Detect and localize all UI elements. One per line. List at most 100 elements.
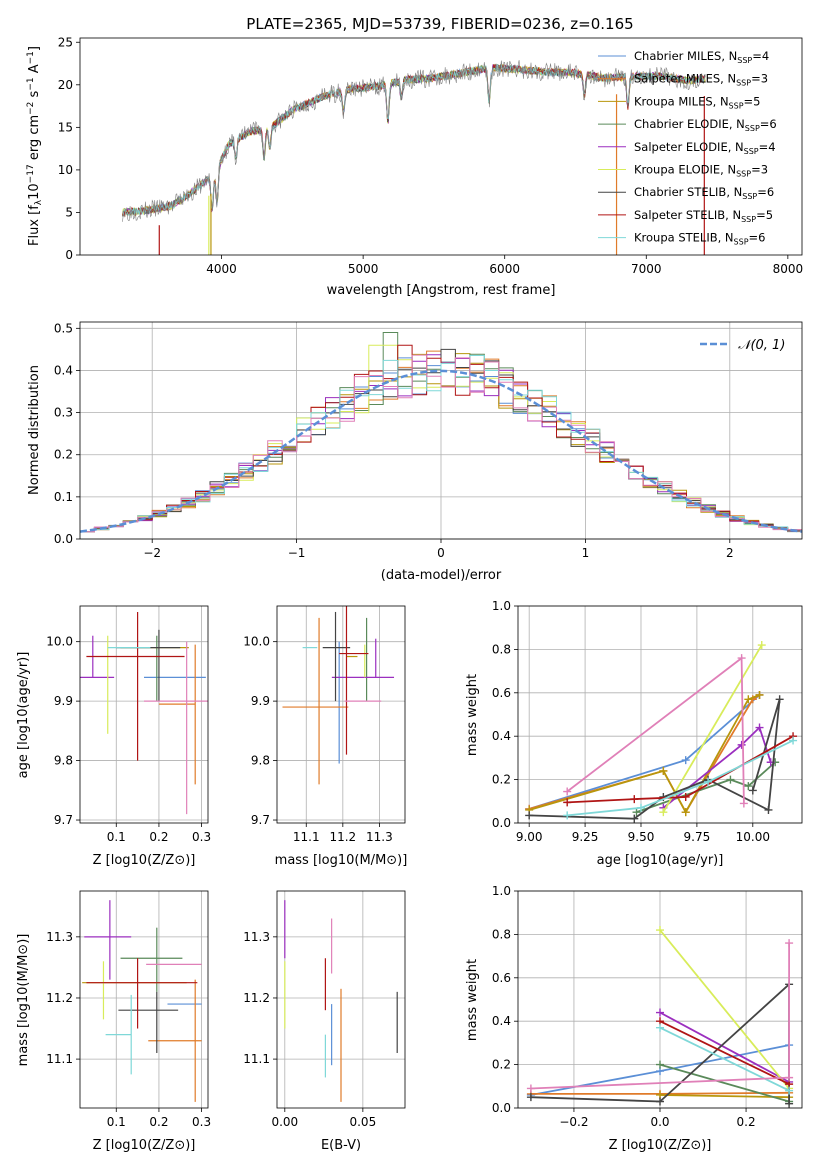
legend-label-kroupa-miles: Kroupa MILES, NSSP=5 bbox=[634, 94, 760, 110]
weight-line-extra-pink bbox=[566, 656, 745, 804]
weight-marker-extra-pink bbox=[785, 1073, 794, 1082]
weight-marker-chabrier-stelib bbox=[525, 811, 534, 820]
y-tick-label: 0.0 bbox=[492, 816, 511, 830]
legend-label-salpeter-miles: Salpeter MILES, NSSP=3 bbox=[634, 72, 768, 88]
data-spectrum bbox=[122, 60, 706, 222]
weight-line-chabrier-elodie bbox=[659, 1063, 790, 1103]
age-vs-z-xlabel: Z [log10(Z/Z⊙)] bbox=[93, 853, 196, 868]
weight-marker-chabrier-stelib bbox=[775, 695, 784, 704]
legend-label-kroupa-stelib: Kroupa STELIB, NSSP=6 bbox=[634, 231, 765, 247]
y-tick-label: 9.7 bbox=[54, 813, 73, 827]
residuals-legend: 𝒩(0, 1) bbox=[700, 338, 785, 353]
x-tick-label: 0.2 bbox=[737, 1115, 756, 1129]
weight-marker-extra-pink bbox=[785, 939, 794, 948]
weight-line-kroupa-stelib bbox=[567, 739, 794, 817]
y-tick-label: 0.3 bbox=[54, 406, 73, 420]
y-tick-label: 10.0 bbox=[46, 635, 73, 649]
weight-marker-kroupa-stelib bbox=[563, 811, 572, 820]
x-tick-label: 4000 bbox=[206, 262, 237, 276]
y-tick-label: 0.6 bbox=[492, 971, 511, 985]
weight-marker-chabrier-elodie bbox=[726, 775, 735, 784]
weight-marker-salpeter-elodie bbox=[737, 740, 746, 749]
weight-marker-chabrier-stelib bbox=[630, 814, 639, 823]
y-tick-label: 11.1 bbox=[46, 1052, 73, 1066]
x-tick-label: 0.3 bbox=[192, 830, 211, 844]
x-tick-label: −2 bbox=[143, 546, 161, 560]
mass-weight-vs-age-ylabel: mass weight bbox=[465, 674, 480, 756]
mass-weight-vs-z-xlabel: Z [log10(Z/Z⊙)] bbox=[609, 1138, 712, 1153]
weight-marker-extra-pink bbox=[563, 787, 572, 796]
x-tick-label: 0.2 bbox=[149, 830, 168, 844]
weight-line-salpeter-elodie bbox=[662, 725, 772, 809]
x-tick-label: 0.05 bbox=[349, 1115, 376, 1129]
model-spectrum-kroupa-stelib bbox=[122, 63, 706, 217]
weight-line-kroupa-miles bbox=[659, 1094, 790, 1099]
age-vs-z-panel: 0.1 0.2 0.3 9.7 9.8 9.9 10.0 Z [log10(Z/Z⊙)] a… bbox=[16, 605, 211, 868]
weight-marker-chabrier-stelib bbox=[785, 1099, 794, 1108]
weight-marker-extra-pink bbox=[737, 654, 746, 663]
y-tick-label: 11.2 bbox=[46, 991, 73, 1005]
x-tick-label: 9.00 bbox=[516, 830, 543, 844]
y-tick-label: 0.4 bbox=[54, 363, 73, 377]
model-spectrum-kroupa-elodie bbox=[122, 64, 706, 217]
legend-label-chabrier-miles: Chabrier MILES, NSSP=4 bbox=[634, 49, 769, 65]
x-tick-label: 9.75 bbox=[684, 830, 711, 844]
weight-line-kroupa-elodie bbox=[659, 929, 790, 1090]
model-spectrum-chabrier-stelib bbox=[122, 63, 706, 217]
x-tick-label: −1 bbox=[288, 546, 306, 560]
mass-weight-vs-z-ylabel: mass weight bbox=[465, 959, 480, 1041]
x-tick-label: 0.0 bbox=[650, 1115, 669, 1129]
spectrum-panel: 4000 5000 6000 7000 8000 0 5 10 15 20 25 Chabrier … bbox=[26, 35, 803, 298]
x-tick-label: 8000 bbox=[773, 262, 804, 276]
x-tick-label: 9.25 bbox=[572, 830, 599, 844]
figure-title: PLATE=2365, MJD=53739, FIBERID=0236, z=0… bbox=[246, 15, 633, 33]
x-tick-label: 1 bbox=[582, 546, 590, 560]
x-tick-label: 0.1 bbox=[107, 830, 126, 844]
weight-marker-kroupa-stelib bbox=[785, 1086, 794, 1095]
mass-vs-ebv-xlabel: E(B-V) bbox=[321, 1138, 361, 1153]
weight-marker-kroupa-stelib bbox=[656, 1023, 664, 1032]
weight-marker-extra-pink bbox=[526, 1084, 535, 1093]
legend-label-chabrier-stelib: Chabrier STELIB, NSSP=6 bbox=[634, 185, 774, 201]
model-spectrum-chabrier-miles bbox=[122, 64, 706, 218]
y-tick-label: 0.8 bbox=[492, 642, 511, 656]
x-tick-label: 7000 bbox=[631, 262, 662, 276]
x-tick-label: 6000 bbox=[489, 262, 520, 276]
y-tick-label: 11.1 bbox=[243, 1052, 270, 1066]
y-tick-label: 0.5 bbox=[54, 321, 73, 335]
x-tick-label: 0.3 bbox=[192, 1115, 211, 1129]
legend-label-salpeter-stelib: Salpeter STELIB, NSSP=5 bbox=[634, 208, 773, 224]
legend-label-kroupa-elodie: Kroupa ELODIE, NSSP=3 bbox=[634, 163, 768, 179]
weight-marker-chabrier-elodie bbox=[632, 808, 641, 817]
mass-weight-vs-age-xlabel: age [log10(age/yr)] bbox=[597, 853, 724, 868]
age-vs-mass-xlabel: mass [log10(M/M⊙)] bbox=[275, 853, 408, 868]
x-tick-label: 0.2 bbox=[149, 1115, 168, 1129]
weight-marker-salpeter-elodie bbox=[656, 1008, 664, 1017]
spectrum-xlabel: wavelength [Angstrom, rest frame] bbox=[327, 283, 556, 298]
x-tick-label: 0.00 bbox=[271, 1115, 298, 1129]
y-tick-label: 0.0 bbox=[54, 532, 73, 546]
mass-weight-vs-age-panel: 9.00 9.25 9.50 9.75 10.000.00.20.40.60.81.0 … bbox=[465, 599, 803, 868]
x-tick-label: −0.2 bbox=[559, 1115, 588, 1129]
y-tick-label: 25 bbox=[58, 35, 73, 49]
x-tick-label: 0.1 bbox=[107, 1115, 126, 1129]
weight-line-salpeter-elodie bbox=[659, 1011, 790, 1083]
weight-marker-chabrier-miles bbox=[681, 756, 690, 765]
x-tick-label: 11.1 bbox=[293, 830, 320, 844]
y-tick-label: 9.8 bbox=[251, 754, 270, 768]
age-vs-z-ylabel: age [log10(age/yr)] bbox=[16, 652, 31, 779]
mass-vs-ebv-panel: 0.00 0.05 11.1 11.2 11.3 E(B-V) bbox=[243, 890, 406, 1153]
weight-marker-kroupa-miles bbox=[744, 695, 753, 704]
y-tick-label: 5 bbox=[65, 205, 73, 219]
mass-weight-vs-z-panel: −0.2 0.0 0.2 0.0 0.2 0.4 0.6 0.8 1.0 Z [log10(Z/… bbox=[465, 884, 803, 1153]
y-tick-label: 0 bbox=[65, 248, 73, 262]
weight-marker-salpeter-stelib bbox=[681, 792, 690, 801]
weight-marker-kroupa-elodie bbox=[656, 926, 664, 935]
y-tick-label: 1.0 bbox=[492, 599, 511, 613]
weight-marker-chabrier-elodie bbox=[656, 1060, 664, 1069]
weight-line-salpeter-stelib bbox=[659, 1020, 790, 1085]
mass-vs-z-xlabel: Z [log10(Z/Z⊙)] bbox=[93, 1138, 196, 1153]
weight-line-kroupa-elodie bbox=[662, 644, 763, 813]
weight-line-kroupa-miles bbox=[528, 694, 760, 814]
weight-line-chabrier-elodie bbox=[636, 761, 776, 813]
